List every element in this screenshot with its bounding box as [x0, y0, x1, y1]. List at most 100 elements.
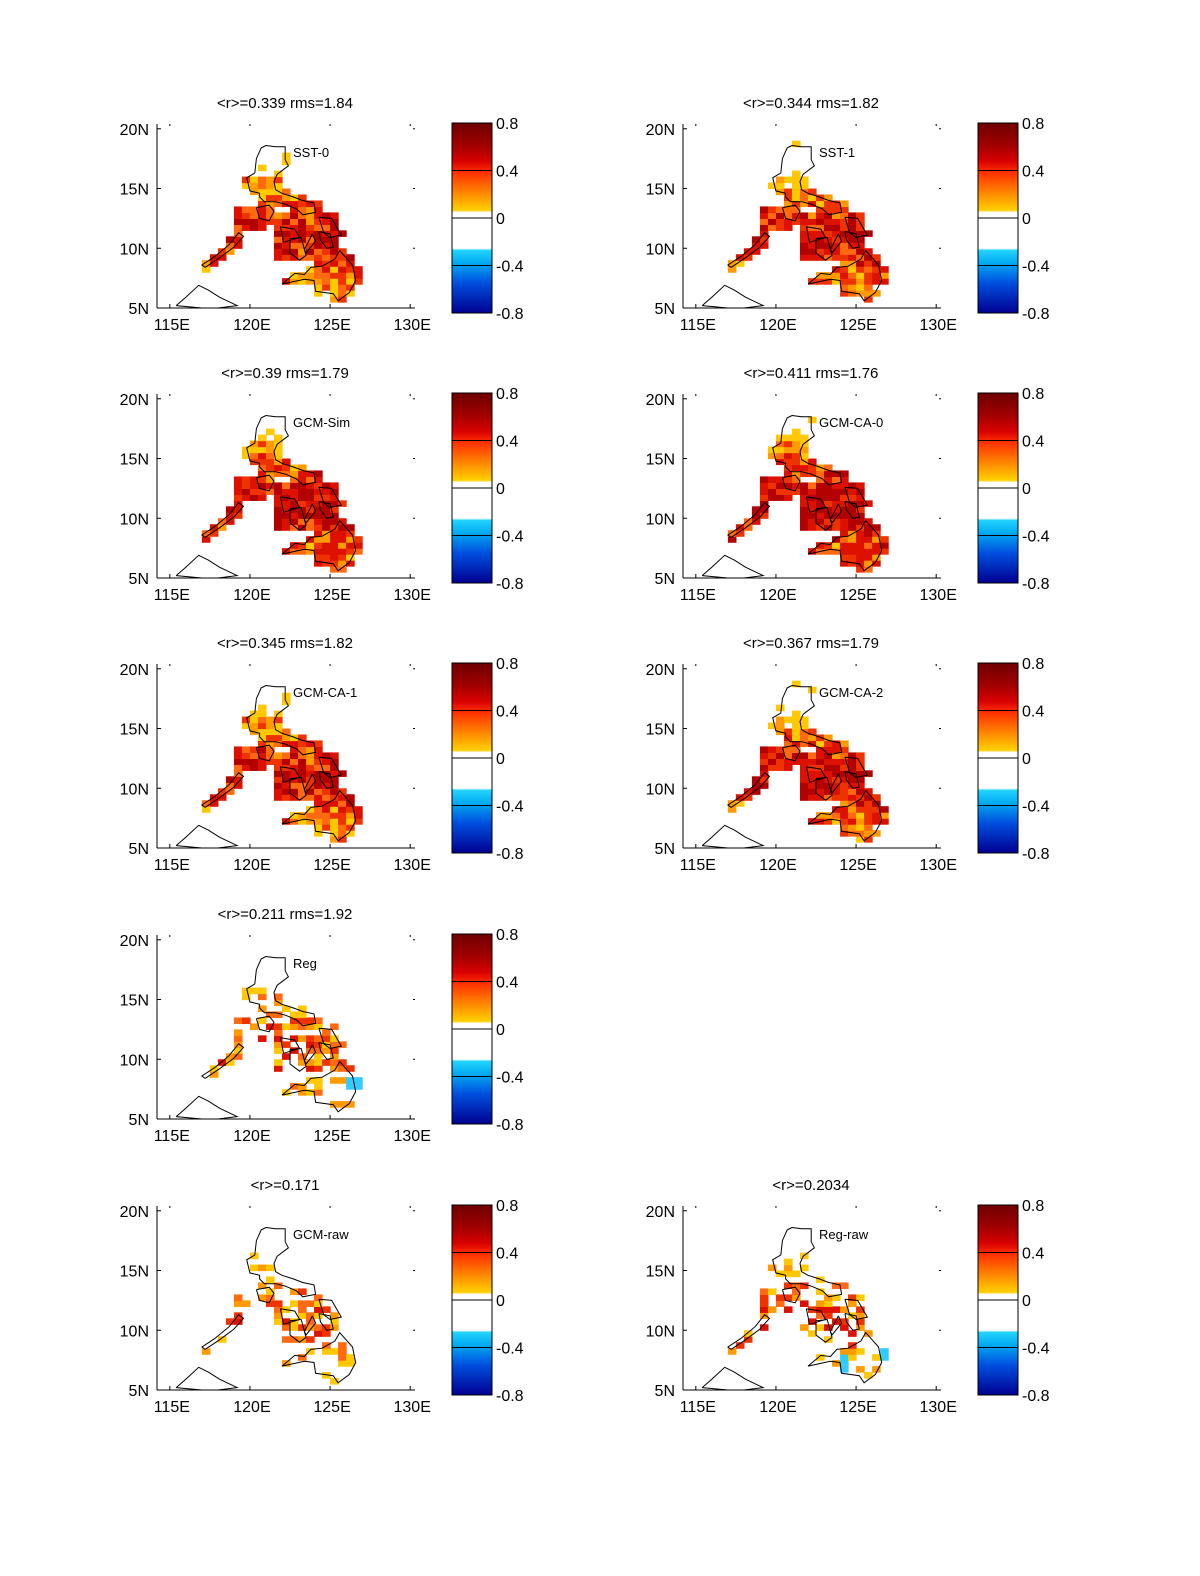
grid-cell — [832, 548, 841, 555]
grid-cell — [759, 224, 769, 231]
grid-cell — [290, 794, 299, 801]
grid-cell — [816, 470, 825, 478]
grid-cell — [824, 1306, 833, 1313]
grid-cell — [314, 254, 323, 261]
colorbar: 0.8 0.4 0 -0.4 -0.8 — [451, 116, 524, 323]
coastline — [318, 1313, 334, 1331]
grid-cell — [783, 200, 793, 208]
x-tick-label: 130E — [394, 1399, 431, 1416]
grid-cell — [298, 524, 307, 531]
grid-cell — [832, 1282, 841, 1290]
grid-cell — [824, 476, 833, 484]
correlation-cells — [201, 692, 363, 843]
grid-cell — [807, 482, 817, 489]
grid-cell — [298, 470, 307, 478]
grid-cell — [791, 758, 801, 765]
grid-cell — [306, 500, 315, 507]
grid-cell — [346, 536, 355, 543]
grid-cell — [314, 536, 323, 543]
grid-cell — [225, 512, 235, 519]
grid-cell — [864, 554, 873, 561]
grid-cell — [322, 1324, 331, 1331]
grid-cell — [290, 1336, 299, 1343]
grid-cell — [832, 230, 841, 237]
coastline — [175, 284, 239, 309]
grid-cell — [281, 458, 291, 466]
coastlines — [175, 685, 357, 849]
grid-cell — [832, 224, 841, 231]
grid-cell — [273, 782, 283, 789]
grid-cell — [314, 542, 323, 549]
grid-cell — [257, 987, 267, 995]
grid-cell — [791, 194, 801, 202]
coastline — [829, 773, 843, 794]
grid-cell — [281, 692, 291, 700]
grid-cell — [257, 746, 267, 754]
grid-cell — [346, 290, 355, 297]
grid-cell — [856, 266, 865, 273]
grid-cell — [233, 494, 243, 501]
grid-cell — [840, 1282, 849, 1290]
grid-cell — [265, 452, 275, 460]
grid-cell — [290, 518, 299, 525]
grid-cell — [338, 836, 347, 843]
grid-cell — [816, 224, 825, 231]
grid-cell — [751, 788, 761, 795]
coastline — [201, 772, 245, 808]
grid-cell — [824, 482, 833, 489]
grid-cell — [751, 512, 761, 519]
grid-cell — [799, 506, 809, 513]
grid-cell — [791, 200, 801, 208]
grid-cell — [346, 266, 355, 273]
grid-cell — [840, 488, 849, 495]
map-panel-gcm-raw: <r>=0.171 GCM-raw 20N 15N 10N 5N 115E 120E 125E 1… — [120, 1177, 524, 1416]
map-panel-gcm-ca-2: <r>=0.367 rms=1.79 GCM-CA-2 20N 15N 10N 5N 115… — [646, 635, 1050, 874]
grid-cell — [281, 1041, 291, 1048]
grid-cell — [209, 260, 219, 267]
grid-cell — [281, 1023, 291, 1030]
grid-cell — [856, 224, 865, 231]
grid-cell — [257, 1035, 267, 1042]
grid-cell — [306, 1077, 315, 1084]
grid-cell — [767, 482, 777, 489]
grid-cell — [241, 488, 251, 495]
grid-cell — [759, 758, 769, 765]
grid-cell — [290, 788, 299, 795]
grid-cell — [241, 446, 251, 454]
y-tick-label: 15N — [120, 993, 149, 1010]
colorbar-tick-label: 0.8 — [1022, 1198, 1044, 1215]
grid-cell — [759, 506, 769, 513]
grid-cell — [257, 1005, 267, 1013]
grid-cell — [273, 1300, 283, 1307]
coastline — [815, 506, 833, 531]
grid-cell — [265, 716, 275, 724]
grid-cell — [791, 182, 801, 190]
grid-cell — [290, 812, 299, 819]
grid-cell — [201, 266, 211, 273]
x-tick-label: 115E — [154, 1128, 190, 1145]
grid-cell — [346, 794, 355, 801]
grid-cell — [322, 1372, 331, 1379]
grid-cell — [257, 740, 267, 748]
grid-cell — [832, 206, 841, 214]
grid-cell — [281, 200, 291, 208]
grid-cell — [265, 446, 275, 454]
grid-cell — [832, 242, 841, 249]
grid-cell — [257, 482, 267, 489]
grid-cell — [233, 242, 243, 249]
grid-cell — [346, 272, 355, 279]
grid-cell — [322, 548, 331, 555]
grid-cell — [225, 506, 235, 513]
grid-cell — [840, 542, 849, 549]
grid-cell — [330, 1101, 339, 1108]
grid-cell — [281, 512, 291, 519]
grid-cell — [298, 782, 307, 789]
grid-cell — [840, 230, 849, 237]
grid-cell — [840, 770, 849, 777]
grid-cell — [281, 482, 291, 489]
grid-cell — [330, 266, 339, 273]
grid-cell — [864, 284, 873, 291]
grid-cell — [290, 500, 299, 507]
grid-cell — [824, 254, 833, 261]
grid-cell — [856, 290, 865, 297]
